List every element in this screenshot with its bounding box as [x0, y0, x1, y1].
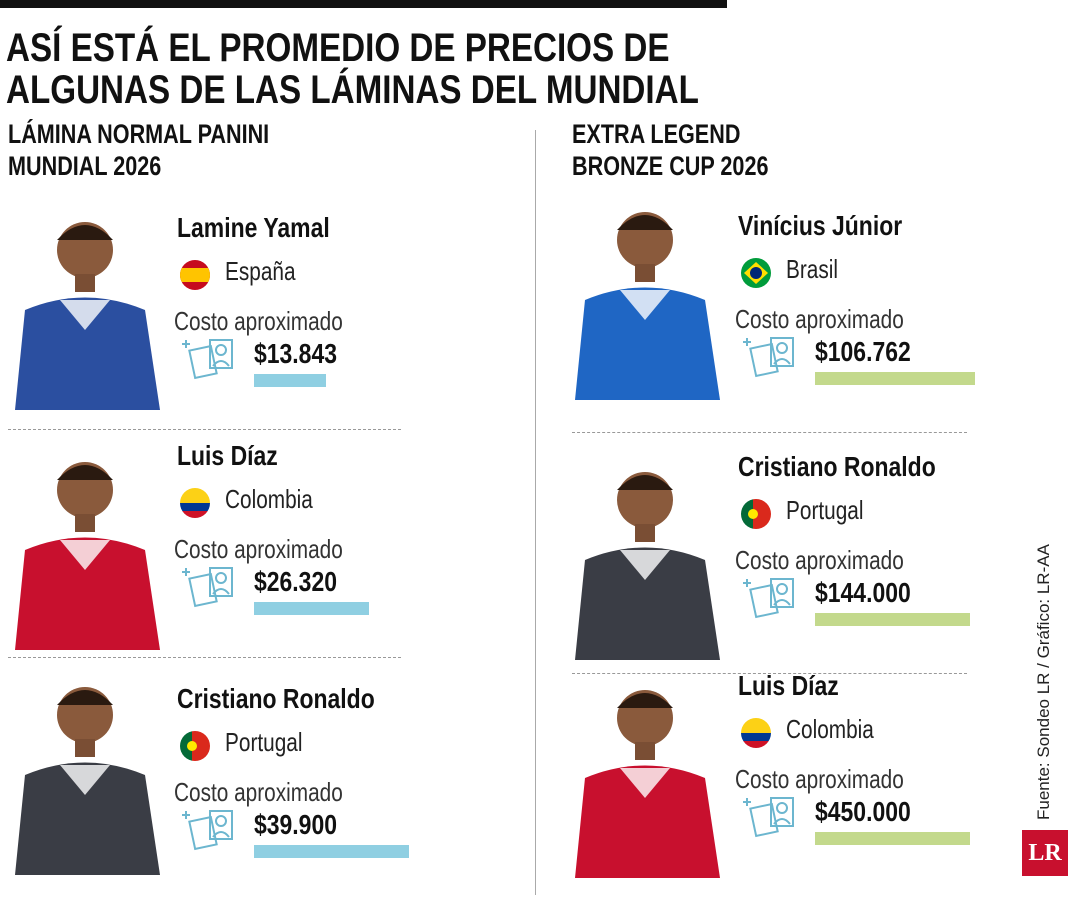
flag-graphic	[741, 718, 771, 748]
country: Portugal	[225, 727, 303, 757]
cost-label: Costo aproximado	[174, 777, 343, 807]
sticker-icon	[743, 573, 797, 623]
flag	[180, 260, 210, 290]
player-name: Lamine Yamal	[177, 212, 330, 243]
cost-label: Costo aproximado	[735, 304, 904, 334]
price: $13.843	[254, 338, 337, 369]
price: $39.900	[254, 809, 337, 840]
sticker-icon	[182, 334, 236, 384]
player-photo	[0, 665, 170, 875]
flag-graphic	[180, 731, 210, 761]
country: España	[225, 256, 296, 286]
sticker-icon-graphic	[743, 797, 794, 838]
top-bar	[0, 0, 727, 8]
player-photo-graphic	[15, 687, 160, 875]
player-photo	[0, 440, 170, 650]
price-bar	[254, 374, 326, 387]
price: $106.762	[815, 336, 911, 367]
flag-graphic	[741, 499, 771, 529]
column-title: LÁMINA NORMAL PANINI	[8, 119, 270, 149]
cost-label: Costo aproximado	[174, 534, 343, 564]
sticker-icon-graphic	[182, 339, 233, 380]
flag	[741, 258, 771, 288]
country: Colombia	[225, 484, 313, 514]
title: ALGUNAS DE LAS LÁMINAS DEL MUNDIAL	[6, 68, 699, 112]
player-photo-graphic	[575, 690, 720, 878]
column-title: EXTRA LEGEND	[572, 119, 741, 149]
sticker-icon-graphic	[182, 810, 233, 851]
player-photo	[0, 200, 170, 410]
sticker-icon-graphic	[743, 578, 794, 619]
sticker-icon-graphic	[182, 567, 233, 608]
price: $26.320	[254, 566, 337, 597]
source: Fuente: Sondeo LR / Gráfico: LR-AA	[1034, 544, 1053, 820]
player-photo	[560, 668, 730, 878]
cost-label: Costo aproximado	[174, 306, 343, 336]
sticker-icon	[743, 792, 797, 842]
column-title: MUNDIAL 2026	[8, 151, 162, 181]
separator	[8, 429, 401, 430]
flag	[741, 499, 771, 529]
divider	[535, 130, 536, 895]
country: Brasil	[786, 254, 839, 284]
country: Colombia	[786, 714, 874, 744]
player-photo	[560, 190, 730, 400]
flag	[180, 731, 210, 761]
flag-graphic	[180, 488, 210, 518]
flag-graphic	[180, 260, 210, 290]
separator	[572, 673, 967, 674]
sticker-icon	[182, 562, 236, 612]
player-name: Cristiano Ronaldo	[738, 451, 936, 482]
player-photo	[560, 450, 730, 660]
price-bar	[254, 845, 409, 858]
price: $450.000	[815, 796, 911, 827]
player-name: Cristiano Ronaldo	[177, 683, 375, 714]
flag-graphic	[741, 258, 771, 288]
price: $144.000	[815, 577, 911, 608]
sticker-icon	[743, 332, 797, 382]
sticker-icon	[182, 805, 236, 855]
country: Portugal	[786, 495, 864, 525]
player-name: Luis Díaz	[738, 670, 839, 701]
price-bar	[254, 602, 369, 615]
player-photo-graphic	[575, 472, 720, 660]
cost-label: Costo aproximado	[735, 764, 904, 794]
price-bar	[815, 372, 975, 385]
price-bar	[815, 613, 970, 626]
sticker-icon-graphic	[743, 337, 794, 378]
logo: LR	[1022, 830, 1068, 876]
player-photo-graphic	[15, 222, 160, 410]
cost-label: Costo aproximado	[735, 545, 904, 575]
player-photo-graphic	[575, 212, 720, 400]
column-title: BRONZE CUP 2026	[572, 151, 769, 181]
separator	[572, 432, 967, 433]
player-photo-graphic	[15, 462, 160, 650]
player-name: Luis Díaz	[177, 440, 278, 471]
title: ASÍ ESTÁ EL PROMEDIO DE PRECIOS DE	[6, 26, 670, 70]
flag	[180, 488, 210, 518]
price-bar	[815, 832, 970, 845]
flag	[741, 718, 771, 748]
separator	[8, 657, 401, 658]
player-name: Vinícius Júnior	[738, 210, 903, 241]
